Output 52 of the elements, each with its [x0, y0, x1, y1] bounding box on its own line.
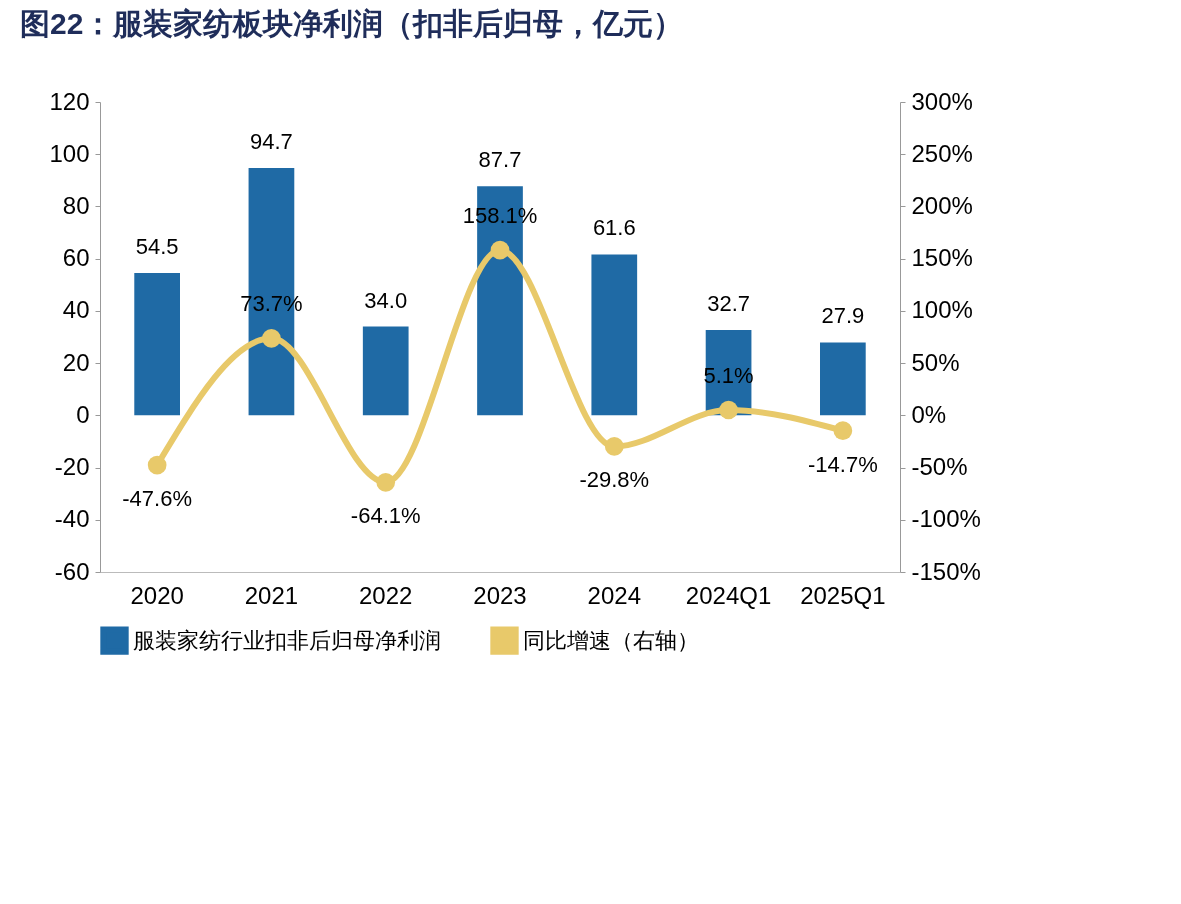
y2-tick-label: 250% [911, 139, 973, 167]
x-tick-label: 2025Q1 [800, 581, 886, 609]
point [490, 240, 510, 260]
point [376, 472, 396, 492]
y-tick-label: 100 [49, 139, 90, 167]
data-label: 27.9 [821, 303, 865, 329]
y2-tick-label: -100% [911, 505, 981, 533]
point [147, 455, 167, 475]
y-tick-label: -60 [54, 557, 90, 585]
bar [362, 326, 409, 416]
point [262, 329, 281, 348]
y-tick-label: -40 [54, 505, 90, 533]
legend-label: 同比增速（右轴） [523, 627, 699, 653]
data-label: -29.8% [579, 467, 650, 493]
data-label: 32.7 [707, 290, 750, 316]
data-label: -14.7% [808, 451, 878, 477]
y2-tick-label: 0% [911, 400, 947, 428]
point [833, 421, 853, 441]
y2-tick-label: 100% [911, 296, 973, 324]
chart-title: 图22：服装家纺板块净利润（扣非后归母，亿元） [20, 7, 684, 40]
data-label: 34.0 [364, 287, 408, 313]
y-tick-label: -20 [54, 453, 90, 481]
data-label: 54.5 [135, 234, 179, 260]
data-label: 94.7 [250, 129, 293, 155]
bar [134, 273, 180, 416]
data-label: 61.6 [592, 215, 636, 241]
y2-tick-label: -150% [911, 557, 981, 585]
legend-label: 服装家纺行业扣非后归母净利润 [133, 627, 441, 653]
y2-tick-label: 150% [911, 244, 973, 272]
y2-tick-label: 200% [911, 191, 973, 219]
y-tick-label: 20 [62, 348, 90, 376]
x-tick-label: 2023 [473, 581, 527, 609]
y-tick-label: 80 [62, 191, 90, 219]
data-label: 87.7 [478, 147, 522, 173]
x-tick-label: 2021 [244, 581, 299, 609]
x-tick-label: 2022 [359, 581, 413, 609]
point [604, 437, 624, 456]
y-tick-label: 40 [62, 296, 90, 324]
bar [820, 342, 866, 416]
data-label: -64.1% [350, 503, 421, 529]
data-label: -47.6% [122, 486, 192, 512]
y-tick-label: 0 [76, 400, 90, 428]
y-tick-label: 120 [49, 87, 90, 115]
bar [591, 254, 638, 416]
x-tick-label: 2020 [130, 581, 184, 609]
y2-tick-label: 300% [911, 87, 973, 115]
x-tick-label: 2024Q1 [685, 581, 772, 609]
point [719, 400, 738, 420]
y-tick-label: 60 [62, 244, 90, 272]
y2-tick-label: -50% [911, 453, 968, 481]
x-tick-label: 2024 [587, 581, 641, 609]
y2-tick-label: 50% [911, 348, 960, 376]
